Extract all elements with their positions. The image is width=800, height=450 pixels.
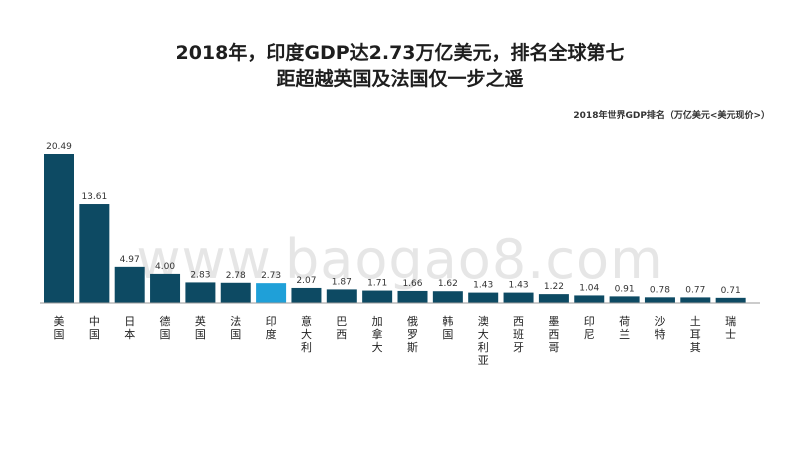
bar-7 — [291, 287, 322, 303]
value-label-2: 4.97 — [120, 255, 140, 265]
bar-5 — [220, 282, 251, 303]
category-label-7: 意大利 — [301, 314, 312, 354]
category-label-14: 墨西哥 — [548, 315, 559, 354]
bar-11 — [432, 291, 463, 303]
chart-subtitle: 2018年世界GDP排名（万亿美元<美元现价>） — [573, 111, 770, 121]
value-label-6: 2.73 — [261, 271, 281, 281]
bar-14 — [538, 294, 569, 303]
category-label-0: 美国 — [54, 315, 65, 341]
category-label-2: 日本 — [124, 315, 135, 341]
bar-4 — [185, 282, 216, 303]
bar-12 — [468, 292, 499, 303]
category-label-13: 西班牙 — [513, 315, 524, 354]
value-label-0: 20.49 — [46, 142, 72, 152]
bar-3 — [150, 273, 181, 303]
bar-17 — [644, 297, 675, 303]
value-label-13: 1.43 — [509, 281, 529, 291]
value-label-7: 2.07 — [296, 276, 316, 286]
bar-16 — [609, 296, 640, 303]
value-label-16: 0.91 — [615, 284, 635, 294]
category-label-5: 法国 — [230, 314, 241, 341]
value-label-12: 1.43 — [473, 281, 493, 291]
bar-18 — [680, 297, 711, 303]
category-label-16: 荷兰 — [619, 315, 630, 341]
bar-10 — [397, 290, 428, 303]
value-label-9: 1.71 — [367, 279, 387, 289]
value-label-1: 13.61 — [81, 192, 107, 202]
category-label-8: 巴西 — [336, 315, 347, 341]
value-label-8: 1.87 — [332, 277, 352, 287]
title-line-1: 2018年，印度GDP达2.73万亿美元，排名全球第七 — [175, 42, 625, 64]
category-label-3: 德国 — [160, 314, 171, 341]
value-label-14: 1.22 — [544, 282, 564, 292]
category-label-12: 澳大利亚 — [478, 315, 489, 367]
category-label-6: 印度 — [266, 315, 277, 341]
value-label-15: 1.04 — [579, 283, 599, 293]
bar-0 — [44, 154, 74, 303]
bar-6 — [256, 283, 287, 303]
category-label-1: 中国 — [89, 315, 100, 341]
value-label-4: 2.83 — [190, 270, 210, 280]
category-label-19: 瑞士 — [725, 314, 736, 341]
category-label-10: 俄罗斯 — [407, 315, 418, 354]
bar-8 — [326, 289, 357, 303]
value-label-18: 0.77 — [685, 285, 705, 295]
title-line-2: 距超越英国及法国仅一步之遥 — [276, 68, 524, 90]
value-label-11: 1.62 — [438, 279, 458, 289]
bar-2 — [114, 266, 145, 303]
bar-15 — [574, 295, 605, 303]
bar-19 — [715, 297, 746, 303]
value-label-17: 0.78 — [650, 285, 670, 295]
category-label-11: 韩国 — [442, 314, 453, 341]
value-label-3: 4.00 — [155, 262, 175, 272]
value-label-5: 2.78 — [226, 271, 246, 281]
bar-1 — [79, 204, 110, 303]
category-label-15: 印尼 — [584, 315, 595, 341]
category-label-9: 加拿大 — [372, 315, 383, 354]
chart-title: 2018年，印度GDP达2.73万亿美元，排名全球第七 距超越英国及法国仅一步之… — [0, 40, 800, 92]
bar-13 — [503, 292, 534, 303]
category-label-18: 土耳其 — [690, 315, 701, 354]
bar-9 — [362, 290, 393, 303]
watermark: www.baogao8.com — [136, 228, 664, 291]
value-label-19: 0.71 — [721, 286, 741, 296]
category-label-17: 沙特 — [654, 315, 665, 341]
category-label-4: 英国 — [195, 314, 206, 341]
value-label-10: 1.66 — [402, 279, 422, 289]
